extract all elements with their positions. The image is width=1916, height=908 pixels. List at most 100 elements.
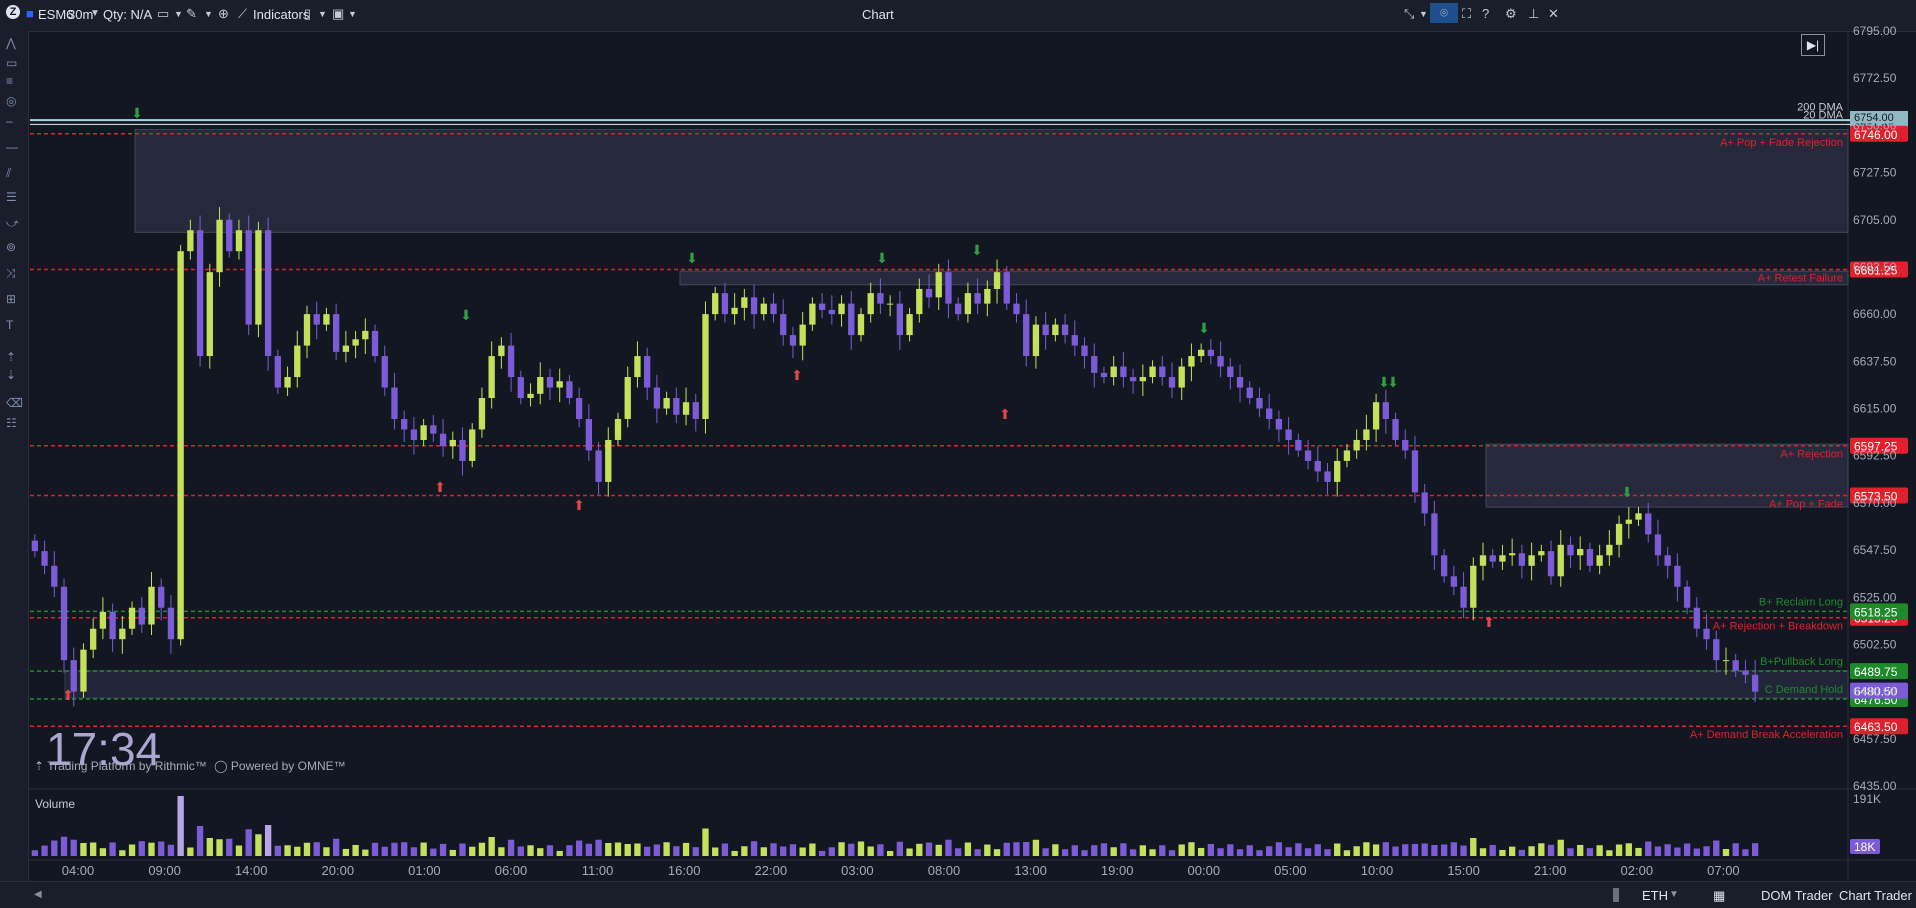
measure-icon[interactable]: ⊞	[6, 292, 17, 306]
chevron-down-icon[interactable]: ▼	[1669, 889, 1679, 900]
pin-icon[interactable]: ⊥	[1528, 6, 1540, 21]
price-tick-label: 6435.00	[1853, 779, 1897, 793]
volume-bar	[585, 843, 593, 856]
zoom-icon[interactable]: ⊕	[218, 6, 229, 21]
short-position-icon[interactable]: ⇣	[6, 368, 17, 382]
volume-bar	[158, 841, 165, 856]
candle-body	[1343, 450, 1351, 461]
time-tick-label: 20:00	[322, 863, 355, 878]
gann-icon[interactable]: ⊚	[6, 240, 17, 254]
dash-icon[interactable]: –	[6, 114, 13, 128]
candle-body	[1450, 576, 1458, 587]
volume-bar	[498, 847, 505, 856]
camera-icon[interactable]: ⌾	[1430, 3, 1458, 23]
volume-bar	[1421, 843, 1428, 856]
volume-bar	[119, 850, 126, 856]
list-icon[interactable]: ≡	[6, 74, 14, 88]
long-position-icon[interactable]: ⇡	[6, 350, 17, 364]
volume-bar	[605, 843, 612, 856]
eraser-icon[interactable]: ⌫	[6, 396, 23, 410]
candle-body	[644, 356, 651, 388]
app-logo-icon: Z	[6, 5, 20, 19]
candle-body	[264, 230, 272, 357]
candle-body	[1100, 372, 1108, 378]
volume-bar	[1236, 849, 1244, 856]
cursor-icon[interactable]: ⋀	[6, 36, 16, 50]
candle-body	[1654, 534, 1662, 556]
volume-bar	[371, 842, 379, 856]
candle-body	[313, 314, 320, 325]
scrollbar-handle[interactable]	[1613, 888, 1619, 902]
chevron-down-icon[interactable]: ▼	[90, 8, 100, 19]
candle-body	[1538, 551, 1545, 556]
supply-zone	[1485, 443, 1849, 508]
chevron-down-icon[interactable]: ▼	[1419, 9, 1428, 19]
volume-bar	[1431, 845, 1438, 856]
candle-body	[906, 314, 913, 336]
volume-bar	[848, 843, 855, 856]
replay-button[interactable]: ▶|	[1801, 34, 1825, 56]
candle-body	[362, 330, 369, 340]
chart-trader-button[interactable]: Chart Trader	[1839, 888, 1912, 903]
level-badge	[1850, 609, 1908, 626]
quantity-label[interactable]: Qty: N/A	[103, 7, 153, 22]
candle-body	[809, 303, 816, 325]
channel-icon[interactable]: ⫽	[6, 166, 12, 180]
time-tick-label: 15:00	[1447, 863, 1480, 878]
candle-body	[1159, 366, 1166, 378]
volume-bar	[332, 838, 340, 856]
volume-bar	[1304, 848, 1312, 856]
volume-badge	[1850, 839, 1880, 854]
dom-trader-button[interactable]: DOM Trader	[1761, 888, 1833, 903]
template-icon[interactable]: ▯	[304, 6, 312, 21]
gear-icon[interactable]: ⚙	[1505, 6, 1517, 21]
clock: 17:34	[46, 723, 162, 775]
session-selector[interactable]: ETH	[1642, 888, 1668, 903]
candle-body	[1246, 387, 1253, 399]
time-tick-label: 07:00	[1707, 863, 1740, 878]
volume-bar	[1343, 850, 1351, 856]
symbol-link-icon[interactable]: ■	[26, 6, 34, 21]
calendar-icon[interactable]: ▦	[1713, 888, 1726, 903]
volume-bar	[1674, 847, 1681, 856]
collapse-icon[interactable]: ⤡	[1404, 6, 1415, 21]
chart-type-icon[interactable]: ▭	[157, 6, 170, 21]
volume-bar	[187, 847, 194, 856]
fib-icon[interactable]: ☰	[6, 190, 17, 204]
draw-pencil-icon[interactable]: ✎	[186, 6, 197, 21]
candle-body	[488, 356, 495, 399]
target-icon[interactable]: ◎	[6, 94, 17, 108]
indicators-button[interactable]: Indicators	[253, 7, 310, 22]
text-icon[interactable]: T	[6, 318, 14, 332]
volume-bar	[70, 839, 77, 856]
fullscreen-icon[interactable]: ⛶	[1462, 6, 1472, 21]
help-icon[interactable]: ?	[1482, 6, 1490, 21]
layout-icon[interactable]: ▣	[332, 6, 345, 21]
candle-body	[1751, 674, 1759, 692]
chevron-down-icon[interactable]: ▼	[174, 9, 183, 19]
chevron-down-icon[interactable]: ▼	[204, 9, 213, 19]
candle-body	[780, 314, 787, 336]
indicators-icon[interactable]: ⟋	[238, 6, 248, 21]
object-tree-icon[interactable]: ☷	[6, 416, 17, 430]
pattern-icon[interactable]: ⤨	[6, 266, 16, 280]
chevron-down-icon[interactable]: ▼	[348, 9, 357, 19]
up-arrow-icon: ⇡	[34, 759, 45, 773]
candle-body	[634, 356, 641, 378]
candle-body	[984, 288, 991, 304]
rectangle-icon[interactable]: ▭	[6, 56, 18, 70]
symbol-selector[interactable]: ESM6	[38, 7, 74, 22]
branding-bar: ⇡ Trading Platform by Rithmic™ ◯ Powered…	[34, 759, 346, 773]
candle-body	[1372, 402, 1380, 430]
candle-body	[614, 418, 622, 440]
trendline-icon[interactable]: —	[6, 140, 18, 154]
candle-body	[294, 345, 301, 378]
volume-bar	[828, 847, 835, 856]
scroll-left-icon[interactable]: ◀	[34, 889, 42, 900]
chevron-down-icon[interactable]: ▼	[318, 9, 327, 19]
brush-icon[interactable]: ⤻	[6, 216, 19, 230]
close-icon[interactable]: ✕	[1548, 6, 1559, 21]
interval-selector[interactable]: 30m	[68, 7, 94, 22]
candle-body	[1285, 429, 1292, 440]
candle-body	[41, 551, 48, 566]
